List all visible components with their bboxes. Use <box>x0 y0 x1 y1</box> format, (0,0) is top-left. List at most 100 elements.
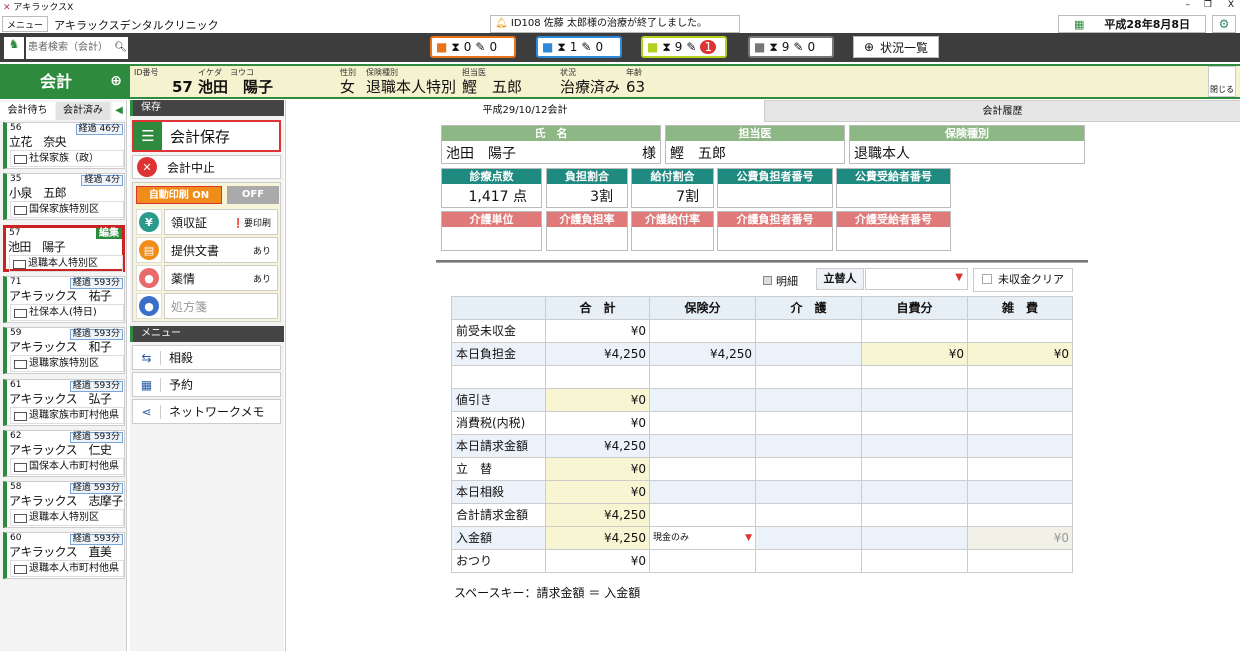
menu-item-icon: ⇆ <box>133 350 161 365</box>
table-cell[interactable]: ¥0 <box>545 457 650 481</box>
pencil-icon: ✎ <box>686 40 697 54</box>
card-name: アキラックス 直美 <box>9 545 112 560</box>
status-type-icon: ■ <box>647 40 659 54</box>
row-label: 本日請求金額 <box>451 434 546 458</box>
status-group-3[interactable]: ■ ⧗ 9 ✎ 0 <box>748 36 834 58</box>
menu-item[interactable]: ▦ 予約 <box>132 372 281 397</box>
table-cell <box>861 365 968 389</box>
elapsed-time: 46分 <box>99 124 120 134</box>
status-group-0[interactable]: ■ ⧗ 0 ✎ 0 <box>430 36 516 58</box>
menu-button[interactable]: メニュー <box>2 16 48 32</box>
menu-item-icon: ⋖ <box>133 404 161 419</box>
column-header: 保険分 <box>649 296 756 320</box>
edit-count: 0 <box>595 40 604 54</box>
save-label: 会計保存 <box>170 127 231 146</box>
field-header: 公費負担者番号 <box>718 169 832 184</box>
card-id: 59 <box>10 328 22 339</box>
print-item-button[interactable]: 処方箋 <box>164 293 278 319</box>
elapsed-time: 593分 <box>93 329 120 340</box>
patient-card[interactable]: 58 経過 593分 アキラックス 志摩子 退職本人特別区 <box>3 481 125 529</box>
status-group-2[interactable]: ■ ⧗ 9 ✎ 1 <box>641 36 727 58</box>
patient-card[interactable]: 35 経過 4分 小泉 五郎 国保家族特別区 <box>3 173 125 221</box>
minimize-button[interactable]: – <box>1185 0 1191 10</box>
elapsed-time: 593分 <box>93 380 120 391</box>
table-cell: ¥0 <box>967 526 1073 550</box>
tab-accounting-history[interactable]: 会計履歴 <box>764 100 1240 122</box>
table-cell <box>967 457 1073 481</box>
table-cell[interactable]: ¥0 <box>967 342 1073 366</box>
table-cell <box>649 434 756 458</box>
notification-box[interactable]: 🔔︎ ID108 佐藤 太郎様の治療が終了しました。 <box>490 15 740 33</box>
table-cell[interactable]: ¥4,250 <box>545 503 650 527</box>
auto-print-on-button[interactable]: 自動印刷 ON <box>136 186 222 204</box>
date-text: 平成28年8月8日 <box>1104 18 1191 31</box>
menu-item[interactable]: ⋖ ネットワークメモ <box>132 399 281 424</box>
close-patient-button[interactable]: 閉じる <box>1208 66 1236 97</box>
print-item-button[interactable]: 提供文書 あり <box>164 237 278 263</box>
info-insurance: 保険種別 退職本人 <box>849 125 1085 164</box>
insurance-text: 退職家族市町村他県 <box>29 409 119 421</box>
name-header: 氏 名 <box>442 126 660 141</box>
tab-waiting[interactable]: 会計待ち <box>0 102 55 120</box>
info-field: 介護負担者番号 <box>717 211 833 251</box>
patient-card[interactable]: 57 編集 池田 陽子 退職本人特別区 <box>3 224 125 272</box>
table-cell <box>967 503 1073 527</box>
elapsed-badge: 経過 593分 <box>69 431 123 443</box>
payer-select[interactable]: ▼ <box>865 268 968 290</box>
auto-print-off-button[interactable]: OFF <box>227 186 279 204</box>
print-item-button[interactable]: 薬情 あり <box>164 265 278 291</box>
settings-gear-icon[interactable]: ⚙ <box>1212 15 1236 33</box>
payment-method-select[interactable]: 現金のみ ▼ <box>649 526 756 550</box>
status-list-button[interactable]: ⊕ 状況一覧 <box>853 36 939 58</box>
patient-search-input[interactable]: 患者検索（会計） 🔍︎ <box>26 37 128 59</box>
table-cell <box>967 434 1073 458</box>
waiting-count: 9 <box>674 40 683 54</box>
alert-icon: ❗ <box>232 218 244 229</box>
table-cell[interactable]: ¥0 <box>545 388 650 412</box>
tab-current-accounting[interactable]: 平成29/10/12会計 <box>286 100 764 122</box>
patient-card[interactable]: 59 経過 593分 アキラックス 和子 退職家族特別区 <box>3 327 125 375</box>
label-doctor: 担当医 <box>462 68 486 77</box>
waiting-count: 9 <box>781 40 790 54</box>
cancel-accounting-button[interactable]: ✕ 会計中止 <box>132 155 281 179</box>
status-group-1[interactable]: ■ ⧗ 1 ✎ 0 <box>536 36 622 58</box>
detail-checkbox[interactable]: 明細 <box>763 273 798 289</box>
card-insurance: 退職家族市町村他県 <box>10 406 124 424</box>
keyboard-hint: スペースキー：請求金額 ＝ 入金額 <box>454 586 641 600</box>
table-cell[interactable]: ¥0 <box>861 342 968 366</box>
patient-list-panel: 会計待ち 会計済み ◀ 56 経過 46分 立花 奈央 社保家族（政） 35 経過 4分小… <box>0 100 127 651</box>
down-circle-icon: ⊕ <box>863 40 875 54</box>
table-cell[interactable]: ¥4,250 <box>545 526 650 550</box>
patient-card[interactable]: 61 経過 593分 アキラックス 弘子 退職家族市町村他県 <box>3 378 125 426</box>
print-item-button[interactable]: 領収証 ❗要印刷 <box>164 209 278 235</box>
patient-card[interactable]: 56 経過 46分 立花 奈央 社保家族（政） <box>3 122 125 169</box>
mode-accounting[interactable]: 会計 ⊕ <box>0 64 130 99</box>
card-name: アキラックス 和子 <box>9 340 112 355</box>
clear-receivable-checkbox[interactable]: 未収金クリア <box>973 268 1073 292</box>
table-row: 立 替 ¥0 <box>451 457 1073 481</box>
notification-text: ID108 佐藤 太郎様の治療が終了しました。 <box>510 18 707 29</box>
elapsed-label: 経過 <box>78 124 97 134</box>
table-cell <box>755 503 862 527</box>
payer-label: 立替人 <box>816 268 864 290</box>
mode-label: 会計 <box>40 72 73 91</box>
table-cell <box>755 365 862 389</box>
restore-button[interactable]: ❐ <box>1203 0 1212 10</box>
patient-card[interactable]: 71 経過 593分 アキラックス 祐子 社保本人(特日) <box>3 275 125 323</box>
status-list-label: 状況一覧 <box>880 40 929 55</box>
patient-card[interactable]: 60 経過 593分 アキラックス 直美 退職本人市町村他県 <box>3 532 125 580</box>
waiting-count: 1 <box>569 40 578 54</box>
close-window-button[interactable]: X <box>1227 0 1234 10</box>
save-accounting-button[interactable]: ☰ 会計保存 <box>132 120 281 152</box>
table-cell <box>861 457 968 481</box>
table-cell <box>967 549 1073 573</box>
table-cell <box>861 480 968 504</box>
tab-done[interactable]: 会計済み <box>56 102 110 120</box>
date-display[interactable]: ▦ 平成28年8月8日 <box>1058 15 1206 33</box>
menu-item[interactable]: ⇆ 相殺 <box>132 345 281 370</box>
table-cell[interactable]: ¥0 <box>545 480 650 504</box>
field-value <box>718 184 832 188</box>
patient-card[interactable]: 62 経過 593分 アキラックス 仁史 国保本人市町村他県 <box>3 429 125 477</box>
collapse-left-icon[interactable]: ◀ <box>112 102 126 120</box>
insurance-text: 国保本人市町村他県 <box>29 460 119 472</box>
